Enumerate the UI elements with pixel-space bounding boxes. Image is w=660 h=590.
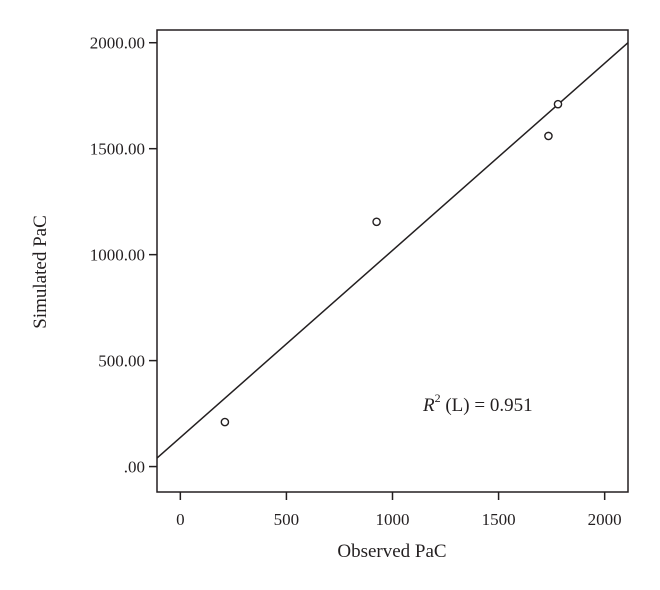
data-point — [553, 99, 563, 109]
x-tick-label: 500 — [274, 510, 300, 529]
x-tick-label: 2000 — [588, 510, 622, 529]
x-axis: 0 500 1000 1500 2000 — [176, 492, 622, 529]
x-axis-title: Observed PaC — [337, 541, 446, 562]
y-axis: .00 500.00 1000.00 1500.00 2000.00 — [90, 34, 157, 477]
y-tick-label: 1000.00 — [90, 246, 145, 265]
r-squared-annotation: R2 (L) = 0.951 — [422, 391, 533, 416]
x-tick-label: 1000 — [376, 510, 410, 529]
y-tick-label: .00 — [124, 458, 145, 477]
y-axis-title: Simulated PaC — [30, 215, 51, 328]
x-tick-label: 1500 — [482, 510, 516, 529]
y-tick-label: 500.00 — [98, 352, 145, 371]
data-points — [220, 99, 563, 427]
y-tick-label: 2000.00 — [90, 34, 145, 53]
data-point — [220, 417, 230, 427]
x-tick-label: 0 — [176, 510, 185, 529]
regression-line — [156, 42, 629, 459]
y-tick-label: 1500.00 — [90, 140, 145, 159]
data-point — [544, 131, 553, 141]
data-point — [372, 217, 381, 227]
